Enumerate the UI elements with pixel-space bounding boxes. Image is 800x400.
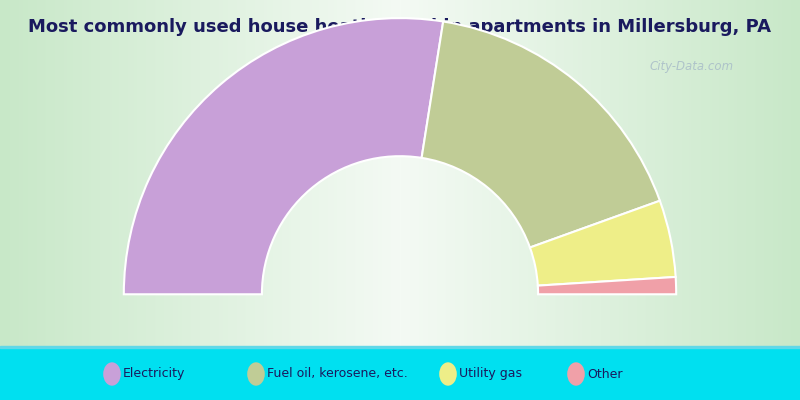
Ellipse shape	[103, 362, 121, 386]
Bar	[0, 346, 800, 348]
Ellipse shape	[247, 362, 265, 386]
Text: Electricity: Electricity	[123, 368, 186, 380]
Text: City-Data.com: City-Data.com	[650, 60, 734, 73]
Wedge shape	[530, 201, 676, 286]
Text: Other: Other	[587, 368, 622, 380]
Wedge shape	[422, 22, 660, 248]
Ellipse shape	[567, 362, 585, 386]
Wedge shape	[124, 18, 443, 294]
Bar	[0, 348, 800, 400]
Text: Utility gas: Utility gas	[459, 368, 522, 380]
Wedge shape	[538, 277, 676, 294]
Text: Fuel oil, kerosene, etc.: Fuel oil, kerosene, etc.	[267, 368, 408, 380]
Ellipse shape	[439, 362, 457, 386]
Text: Most commonly used house heating fuel in apartments in Millersburg, PA: Most commonly used house heating fuel in…	[29, 18, 771, 36]
